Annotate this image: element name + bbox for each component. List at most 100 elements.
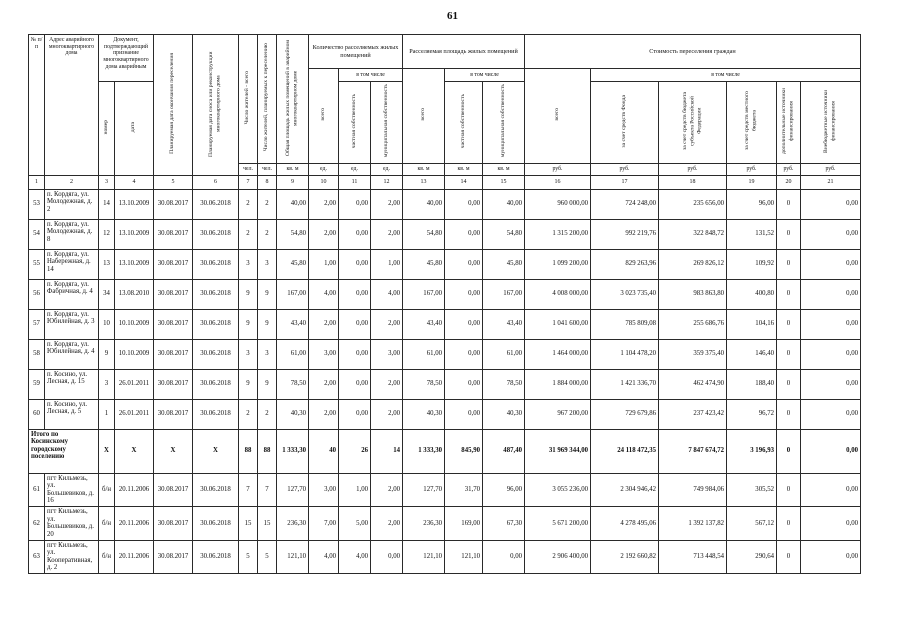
data-cell: 30.06.2018 bbox=[192, 338, 239, 370]
data-cell: 13.10.2009 bbox=[114, 248, 154, 280]
data-cell: 40,30 bbox=[402, 398, 445, 430]
data-cell: 983 863,80 bbox=[658, 278, 727, 310]
data-cell: 3 bbox=[98, 368, 115, 400]
data-cell: 0,00 bbox=[800, 368, 861, 400]
col-header-plan-resettlement-date: Планируемая дата окончания переселения bbox=[153, 34, 193, 176]
data-cell: п. Кордяга, ул. Юбилейная, д. 3 bbox=[44, 308, 99, 340]
data-cell: 167,00 bbox=[276, 278, 309, 310]
data-cell: п. Косино, ул. Лесная, д. 15 bbox=[44, 368, 99, 400]
data-cell: 2,00 bbox=[370, 398, 403, 430]
data-cell: 3 bbox=[257, 248, 277, 280]
data-cell: 109,92 bbox=[726, 248, 777, 280]
data-cell: 60 bbox=[28, 398, 45, 430]
col-header-cost-fund: за счет средств Фонда bbox=[590, 81, 659, 164]
data-cell: 54,80 bbox=[482, 218, 525, 250]
data-cell: 1,00 bbox=[370, 248, 403, 280]
summary-cell: X bbox=[153, 428, 193, 474]
data-cell: 0,00 bbox=[800, 506, 861, 541]
col-header-doc-date: дата bbox=[114, 81, 154, 176]
data-cell: 121,10 bbox=[276, 539, 309, 574]
data-cell: 30.08.2017 bbox=[153, 338, 193, 370]
col-header-count-group: Количество расселяемых жилых помещений bbox=[308, 34, 403, 69]
data-cell: 2 906 400,00 bbox=[524, 539, 591, 574]
data-cell: 1,00 bbox=[308, 248, 339, 280]
data-cell: 61,00 bbox=[276, 338, 309, 370]
col-header-residents-to-resettle: Число жителей, планируемых к переселению bbox=[257, 34, 277, 164]
data-cell: 269 826,12 bbox=[658, 248, 727, 280]
summary-cell: X bbox=[192, 428, 239, 474]
summary-cell: X bbox=[114, 428, 154, 474]
data-cell: 78,50 bbox=[482, 368, 525, 400]
table-row: 60 п. Косино, ул. Лесная, д. 5 1 26.01.2011… bbox=[28, 398, 861, 430]
page-number: 61 bbox=[447, 10, 458, 22]
data-cell: 56 bbox=[28, 278, 45, 310]
data-cell: 960 000,00 bbox=[524, 188, 591, 220]
summary-cell: 31 969 344,00 bbox=[524, 428, 591, 474]
data-cell: 30.08.2017 bbox=[153, 278, 193, 310]
data-cell: 61,00 bbox=[402, 338, 445, 370]
data-cell: 3 055 236,00 bbox=[524, 472, 591, 508]
data-cell: 104,16 bbox=[726, 308, 777, 340]
summary-cell: 487,40 bbox=[482, 428, 525, 474]
data-cell: 0 bbox=[776, 506, 801, 541]
table-row: 57 п. Кордяга, ул. Юбилейная, д. 3 10 10.10… bbox=[28, 308, 861, 340]
column-number: 17 bbox=[590, 174, 659, 190]
data-cell: 1 041 600,00 bbox=[524, 308, 591, 340]
column-number: 5 bbox=[153, 174, 193, 190]
data-cell: 236,30 bbox=[276, 506, 309, 541]
data-cell: 967 200,00 bbox=[524, 398, 591, 430]
residents-total-label: Число жителей - всего bbox=[244, 70, 251, 125]
data-cell: 59 bbox=[28, 368, 45, 400]
col-header-num: № п/п bbox=[28, 34, 45, 176]
cost-additional-label: дополнительные источники финансирования bbox=[781, 87, 795, 155]
col-header-total-dwelling-area: Общая площадь жилых помещений в аварийно… bbox=[276, 34, 309, 164]
data-cell: 30.06.2018 bbox=[192, 539, 239, 574]
data-cell: 0,00 bbox=[444, 368, 483, 400]
data-cell: 40,30 bbox=[482, 398, 525, 430]
data-cell: 0,00 bbox=[800, 248, 861, 280]
summary-row: Итого по Косинскому городскому поселению… bbox=[28, 428, 861, 474]
data-cell: 305,52 bbox=[726, 472, 777, 508]
col-header-address-label: Адрес аварийного многоквартирного дома bbox=[48, 37, 95, 57]
column-number: 7 bbox=[238, 174, 258, 190]
data-cell: 1 421 336,70 bbox=[590, 368, 659, 400]
unit-label: чел. bbox=[238, 162, 258, 176]
data-cell: 0,00 bbox=[800, 472, 861, 508]
data-cell: 3 bbox=[238, 338, 258, 370]
data-cell: 34 bbox=[98, 278, 115, 310]
data-cell: 359 375,40 bbox=[658, 338, 727, 370]
data-cell: 0 bbox=[776, 248, 801, 280]
unit-label: ед. bbox=[370, 162, 403, 176]
data-cell: 13.10.2009 bbox=[114, 188, 154, 220]
data-cell: 0,00 bbox=[800, 398, 861, 430]
data-cell: 67,30 bbox=[482, 506, 525, 541]
data-cell: 0 bbox=[776, 398, 801, 430]
data-cell: 1,00 bbox=[338, 472, 371, 508]
col-header-doc-group: Документ, подтверждающий признание много… bbox=[98, 34, 154, 82]
data-cell: 30.06.2018 bbox=[192, 188, 239, 220]
data-cell: 30.08.2017 bbox=[153, 218, 193, 250]
data-cell: 9 bbox=[238, 278, 258, 310]
column-number: 10 bbox=[308, 174, 339, 190]
data-cell: 40,00 bbox=[482, 188, 525, 220]
data-cell: 30.06.2018 bbox=[192, 506, 239, 541]
data-cell: 729 679,86 bbox=[590, 398, 659, 430]
col-header-area-group: Расселяемая площадь жилых помещений bbox=[402, 34, 525, 69]
data-cell: 0,00 bbox=[338, 248, 371, 280]
data-cell: 4,00 bbox=[308, 539, 339, 574]
doc-number-label: номер bbox=[102, 119, 109, 135]
data-cell: 785 809,08 bbox=[590, 308, 659, 340]
data-cell: 3,00 bbox=[308, 338, 339, 370]
data-cell: 30.06.2018 bbox=[192, 308, 239, 340]
data-cell: 96,00 bbox=[726, 188, 777, 220]
data-cell: 0,00 bbox=[444, 338, 483, 370]
column-number: 6 bbox=[192, 174, 239, 190]
data-cell: б/н bbox=[98, 539, 115, 574]
data-cell: 2 bbox=[238, 188, 258, 220]
data-cell: 992 219,76 bbox=[590, 218, 659, 250]
data-cell: 30.08.2017 bbox=[153, 188, 193, 220]
count-private-label: частная собственность bbox=[350, 93, 357, 149]
data-cell: 0,00 bbox=[444, 278, 483, 310]
data-cell: 4,00 bbox=[370, 278, 403, 310]
data-cell: 7 bbox=[238, 472, 258, 508]
